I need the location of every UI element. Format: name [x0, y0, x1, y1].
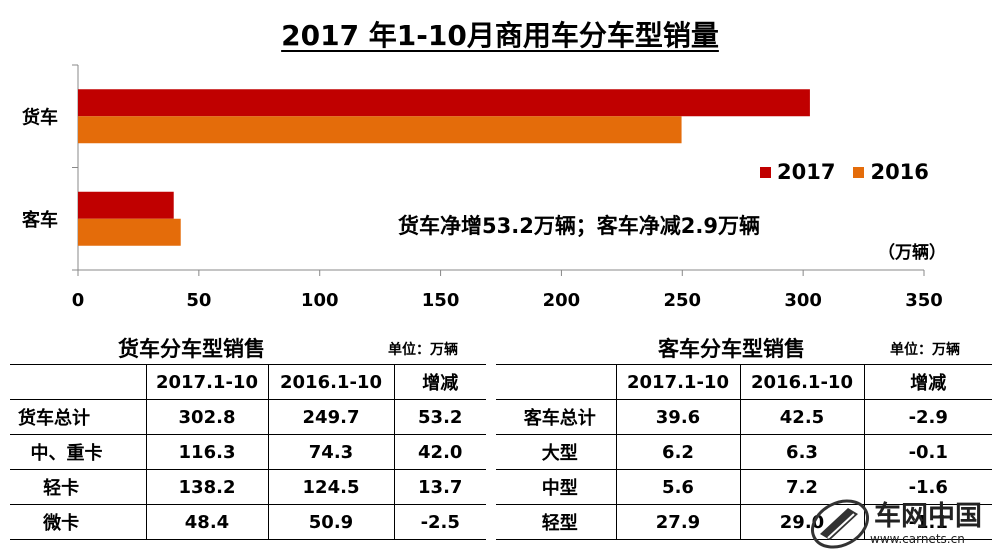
bus-table-unit: 单位：万辆 [890, 342, 960, 358]
table-cell: -1.1 [863, 504, 992, 540]
table-row: 轻卡 138.2 124.5 13.7 [10, 469, 486, 505]
truck-table-header-row: 2017.1-10 2016.1-10 增减 [10, 364, 486, 400]
watermark-url: www.carnets.cn [870, 532, 965, 546]
legend-item-2017: 2017 [760, 160, 835, 184]
table-cell: 138.2 [145, 469, 268, 505]
table-row: 轻型 27.9 29.0 -1.1 [496, 504, 992, 540]
legend-swatch-2016 [853, 166, 865, 178]
truck-table-title: 货车分车型销售 [118, 337, 265, 361]
bar-2016-1 [78, 218, 181, 246]
x-tick-label: 300 [784, 290, 822, 311]
truck-table-header-cell: 2017.1-10 [145, 364, 268, 400]
truck-sales-table: 2017.1-10 2016.1-10 增减 货车总计 302.8 249.7 53.2 中… [10, 364, 486, 540]
table-cell: 39.6 [615, 399, 740, 435]
bus-table-header-cell: 增减 [863, 364, 992, 400]
table-cell: 轻型 [496, 504, 616, 540]
bar-2017-1 [78, 191, 174, 219]
table-row: 微卡 48.4 50.9 -2.5 [10, 504, 486, 540]
table-row: 货车总计 302.8 249.7 53.2 [10, 399, 486, 435]
bus-table-header-cell: 2017.1-10 [615, 364, 740, 400]
table-row: 大型 6.2 6.3 -0.1 [496, 434, 992, 470]
table-cell: 6.3 [739, 434, 864, 470]
carnets-logo-icon [811, 499, 869, 549]
table-cell: 74.3 [267, 434, 394, 470]
bar-2017-0 [78, 89, 810, 117]
table-cell: 轻卡 [10, 469, 146, 505]
table-cell: 48.4 [145, 504, 268, 540]
table-cell: 6.2 [615, 434, 740, 470]
truck-table-header-cell: 增减 [393, 364, 486, 400]
x-tick-label: 50 [186, 290, 211, 311]
table-cell: -2.5 [393, 504, 486, 540]
truck-table-unit: 单位：万辆 [388, 342, 458, 358]
axis-unit-label: （万辆） [878, 243, 946, 263]
table-cell: 27.9 [615, 504, 740, 540]
x-tick-label: 350 [905, 290, 943, 311]
table-cell: 302.8 [145, 399, 268, 435]
category-label: 客车 [22, 209, 58, 231]
bus-table-title: 客车分车型销售 [658, 337, 805, 361]
table-cell: 50.9 [267, 504, 394, 540]
table-cell: 中、重卡 [10, 434, 146, 470]
watermark-logo: 车网中国 www.carnets.cn [808, 494, 998, 552]
table-cell: 42.5 [739, 399, 864, 435]
x-tick-label: 150 [422, 290, 460, 311]
table-cell: 124.5 [267, 469, 394, 505]
table-cell: 中型 [496, 469, 616, 505]
table-cell: 5.6 [615, 469, 740, 505]
truck-table-header-cell: 2016.1-10 [267, 364, 394, 400]
table-cell: 116.3 [145, 434, 268, 470]
table-cell: 13.7 [393, 469, 486, 505]
table-row: 客车总计 39.6 42.5 -2.9 [496, 399, 992, 435]
x-tick-label: 200 [543, 290, 581, 311]
table-cell: -2.9 [863, 399, 992, 435]
bar-2016-0 [78, 116, 682, 144]
watermark-text: 车网中国 [874, 501, 982, 532]
x-tick-label: 0 [72, 290, 85, 311]
x-tick-label: 250 [663, 290, 701, 311]
table-cell: 249.7 [267, 399, 394, 435]
bus-table-header-row: 2017.1-10 2016.1-10 增减 [496, 364, 992, 400]
bus-sales-table: 2017.1-10 2016.1-10 增减 客车总计 39.6 42.5 -2.9 大型 6.… [496, 364, 992, 540]
category-label: 货车 [22, 106, 58, 128]
chart-legend: 2017 2016 [760, 160, 947, 184]
table-cell: 42.0 [393, 434, 486, 470]
table-cell: 7.2 [739, 469, 864, 505]
table-row: 中、重卡 116.3 74.3 42.0 [10, 434, 486, 470]
table-cell: 大型 [496, 434, 616, 470]
table-cell: 货车总计 [10, 399, 146, 435]
bus-table-header-cell: 2016.1-10 [739, 364, 864, 400]
table-cell: 53.2 [393, 399, 486, 435]
truck-table-header-cell [10, 364, 146, 400]
bus-table-header-cell [496, 364, 616, 400]
x-tick-label: 100 [301, 290, 339, 311]
table-row: 中型 5.6 7.2 -1.6 [496, 469, 992, 505]
table-cell: -0.1 [863, 434, 992, 470]
legend-item-2016: 2016 [853, 160, 929, 184]
table-cell: -1.6 [863, 469, 992, 505]
chart-annotation: 货车净增53.2万辆；客车净减2.9万辆 [398, 214, 761, 238]
legend-label-2017: 2017 [777, 160, 836, 184]
chart-title: 2017 年1-10月商用车分车型销量 [281, 19, 719, 52]
table-cell: 微卡 [10, 504, 146, 540]
legend-swatch-2017 [760, 166, 771, 178]
table-cell: 客车总计 [496, 399, 616, 435]
legend-label-2016: 2016 [870, 160, 929, 184]
